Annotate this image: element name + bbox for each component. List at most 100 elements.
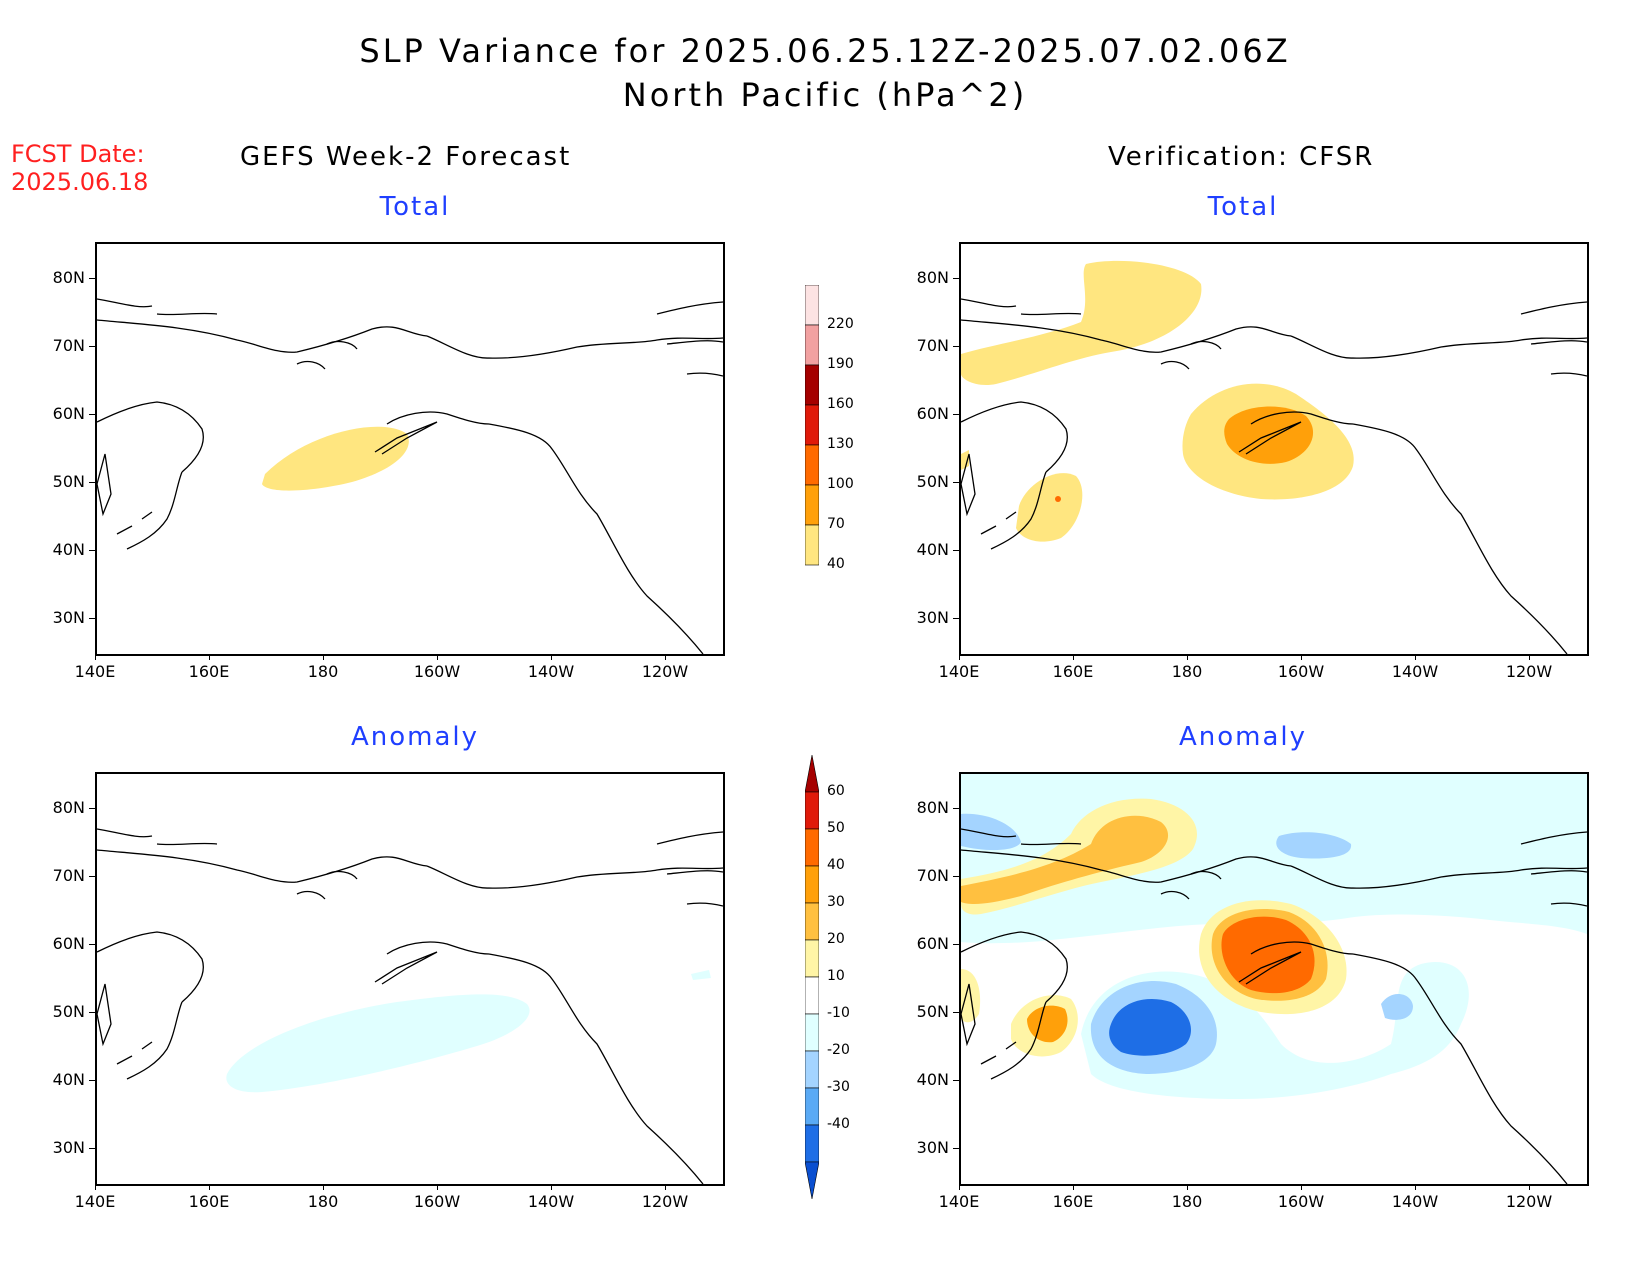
colorbar-swatch xyxy=(804,1050,820,1089)
colorbar-label: 190 xyxy=(827,356,854,372)
colorbar-swatch xyxy=(804,404,820,446)
coastline-segment xyxy=(980,511,1017,535)
x-axis-tick-mark xyxy=(1301,654,1302,660)
y-axis-tick-mark xyxy=(953,1012,959,1013)
coastline-segment xyxy=(97,983,112,1047)
y-axis-tick-mark xyxy=(953,414,959,415)
anomaly-contour-minus10-small xyxy=(691,970,711,980)
x-axis-tick-label: 160E xyxy=(188,662,230,681)
x-axis-tick-mark xyxy=(665,1184,666,1190)
variance-contour-40-edge xyxy=(961,450,969,470)
variance-contour-40-kamchatka xyxy=(1016,473,1083,542)
colorbar-swatch xyxy=(804,902,820,941)
colorbar-label: 160 xyxy=(827,396,854,412)
coastline-segment xyxy=(488,953,704,1184)
x-axis-tick-mark xyxy=(959,1184,960,1190)
y-axis-tick-label: 80N xyxy=(52,798,85,817)
y-axis-tick-label: 60N xyxy=(52,934,85,953)
coastline-segment xyxy=(116,511,153,535)
x-axis-tick-mark xyxy=(665,654,666,660)
coastline-segment xyxy=(961,983,976,1047)
coastline-segment xyxy=(488,423,704,654)
x-axis-tick-label: 160W xyxy=(413,662,461,681)
coastline-segment xyxy=(296,870,358,900)
coastline-segment xyxy=(1160,870,1222,900)
panel-title-verification-total: Total xyxy=(1207,192,1279,222)
coastline-segment xyxy=(961,849,1292,883)
y-axis-tick-mark xyxy=(89,618,95,619)
y-axis-tick-label: 80N xyxy=(916,268,949,287)
left-column-title: GEFS Week-2 Forecast xyxy=(240,142,572,172)
x-axis-tick-mark xyxy=(1529,1184,1530,1190)
coastline-segment xyxy=(386,941,490,955)
y-axis-tick-mark xyxy=(953,618,959,619)
coastline-segment xyxy=(961,453,976,517)
x-axis-tick-label: 180 xyxy=(307,1192,339,1211)
x-axis-tick-label: 140E xyxy=(938,1192,980,1211)
coastline-segment xyxy=(97,298,218,316)
colorbar-label: 30 xyxy=(827,894,845,910)
coastline-segment xyxy=(686,372,723,377)
coastline-segment xyxy=(296,340,358,370)
coastline-segment xyxy=(97,453,112,517)
colorbar-label: 130 xyxy=(827,436,854,452)
anomaly-contour-minus30-pacific xyxy=(1109,998,1191,1056)
coastline-segment xyxy=(97,931,204,1003)
x-axis-tick-mark xyxy=(1415,1184,1416,1190)
coastline-segment xyxy=(426,865,723,889)
coastline-segment xyxy=(961,298,1082,316)
y-axis-tick-mark xyxy=(953,1080,959,1081)
panel-title-forecast-total: Total xyxy=(379,192,451,222)
coastlines xyxy=(97,828,723,1184)
coastline-segment xyxy=(386,411,490,425)
x-axis-tick-label: 140E xyxy=(938,662,980,681)
x-axis-tick-label: 160E xyxy=(188,1192,230,1211)
x-axis-tick-mark xyxy=(95,654,96,660)
x-axis-tick-mark xyxy=(209,654,210,660)
map-forecast-anomaly xyxy=(95,772,725,1186)
x-axis-tick-mark xyxy=(551,1184,552,1190)
coastlines xyxy=(961,828,1587,1184)
y-axis-tick-mark xyxy=(953,550,959,551)
colorbar-label: 20 xyxy=(827,931,845,947)
y-axis-tick-mark xyxy=(89,278,95,279)
coastline-segment xyxy=(1520,831,1587,875)
colorbar-swatch xyxy=(804,791,820,830)
colorbar-label: 60 xyxy=(827,783,845,799)
y-axis-tick-mark xyxy=(953,278,959,279)
map-forecast-total xyxy=(95,242,725,656)
y-axis-tick-mark xyxy=(89,1148,95,1149)
colorbar-swatch xyxy=(804,939,820,978)
coastline-segment xyxy=(961,319,1292,353)
coastline-segment xyxy=(1550,902,1587,907)
x-axis-tick-mark xyxy=(1301,1184,1302,1190)
coastline-segment xyxy=(374,951,438,985)
y-axis-tick-mark xyxy=(89,808,95,809)
x-axis-tick-label: 140W xyxy=(1391,1192,1439,1211)
y-axis-tick-label: 30N xyxy=(916,1138,949,1157)
colorbar-anomaly-svg xyxy=(804,754,820,1200)
x-axis-tick-label: 160W xyxy=(413,1192,461,1211)
y-axis-tick-mark xyxy=(953,876,959,877)
coastline-segment xyxy=(1238,951,1302,985)
colorbar-total-svg xyxy=(804,284,820,566)
x-axis-tick-mark xyxy=(323,654,324,660)
x-axis-tick-label: 140W xyxy=(527,1192,575,1211)
y-axis-tick-mark xyxy=(89,1012,95,1013)
x-axis-tick-label: 160W xyxy=(1277,662,1325,681)
x-axis-tick-mark xyxy=(1073,1184,1074,1190)
anomaly-contour-minus20-west xyxy=(961,813,1021,851)
colorbar-anomaly xyxy=(804,754,820,1200)
colorbar-total xyxy=(804,284,820,610)
y-axis-tick-mark xyxy=(89,550,95,551)
y-axis-tick-mark xyxy=(89,944,95,945)
colorbar-swatch xyxy=(804,284,820,326)
x-axis-tick-mark xyxy=(1187,1184,1188,1190)
colorbar-label: 100 xyxy=(827,476,854,492)
coastline-segment xyxy=(426,335,723,359)
x-axis-tick-mark xyxy=(1073,654,1074,660)
anomaly-contour-minus10 xyxy=(226,994,530,1093)
x-axis-tick-mark xyxy=(1187,654,1188,660)
x-axis-tick-label: 160W xyxy=(1277,1192,1325,1211)
colorbar-label: 70 xyxy=(827,516,845,532)
